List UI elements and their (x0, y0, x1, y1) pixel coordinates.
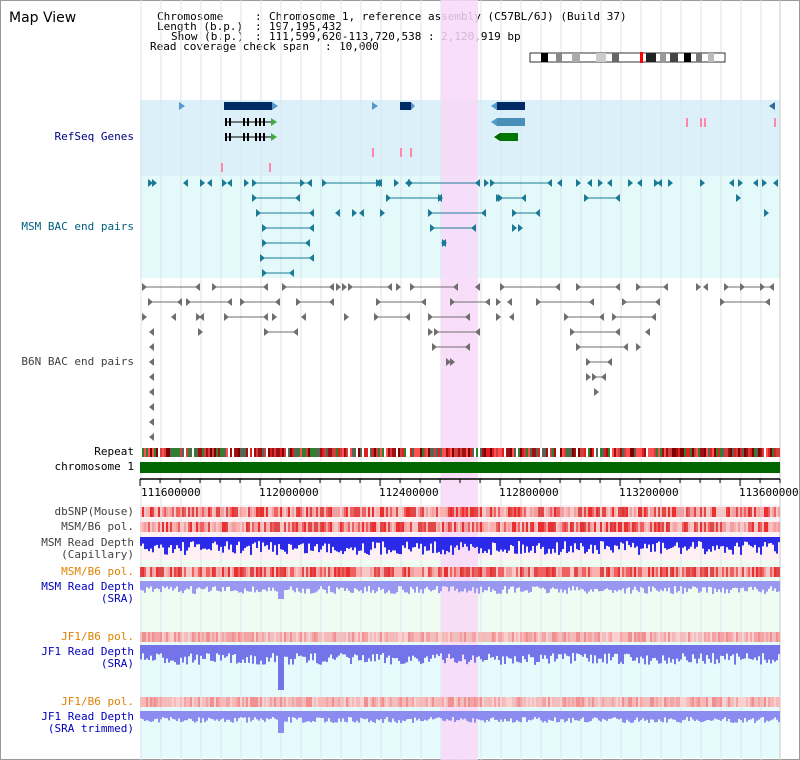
coverage-key: Read coverage check span (150, 40, 309, 53)
track-label-repeat[interactable]: Repeat (94, 445, 134, 458)
length-colon: : (255, 20, 262, 33)
track-label-jf1-depth[interactable]: JF1 Read Depth (SRA) (41, 646, 134, 670)
track-label-line: (Capillary) (61, 548, 134, 561)
refseq-features[interactable] (179, 102, 776, 172)
chromosome-key: Chromosome (157, 10, 224, 23)
track-label-msm-depth-cap[interactable]: MSM Read Depth (Capillary) (41, 537, 134, 561)
length-key: Length (b.p.) (157, 20, 244, 33)
track-label-line: JF1 Read Depth (41, 645, 134, 658)
ruler-tick-label: 112000000 (259, 486, 319, 499)
coverage-value: 10,000 (339, 40, 379, 53)
track-label-b6n-bac[interactable]: B6N BAC end pairs (21, 355, 134, 368)
depth-tracks[interactable] (140, 537, 780, 733)
track-label-line: (SRA) (100, 592, 134, 605)
track-label-jf1-trim[interactable]: JF1 Read Depth (SRA trimmed) (41, 711, 134, 735)
chromosome-colon: : (255, 10, 262, 23)
ruler-tick-label: 112400000 (379, 486, 439, 499)
track-label-line: (SRA) (100, 657, 134, 670)
ruler-tick-label: 112800000 (499, 486, 559, 499)
track-label-line: MSM Read Depth (41, 536, 134, 549)
coverage-colon: : (325, 40, 332, 53)
track-label-dbsnp[interactable]: dbSNP(Mouse) (54, 505, 134, 518)
track-label-msm-b6-pol[interactable]: MSM/B6 pol. (61, 520, 134, 533)
repeat-track[interactable] (140, 448, 780, 457)
ruler: 111600000 112000000 112400000 112800000 … (139, 478, 799, 499)
length-value: 197,195,432 (269, 20, 342, 33)
track-label-jf1-pol[interactable]: JF1/B6 pol. (61, 630, 134, 643)
ruler-tick-label: 111600000 (141, 486, 201, 499)
show-key: Show (b.p.) (171, 30, 244, 43)
chromosome-ideogram[interactable] (529, 52, 726, 63)
track-label-chromosome[interactable]: chromosome 1 (54, 460, 134, 473)
page-title: Map View (9, 10, 77, 26)
track-label-msm-depth-sra[interactable]: MSM Read Depth (SRA) (41, 581, 134, 605)
track-label-line: MSM Read Depth (41, 580, 134, 593)
track-label-line: (SRA trimmed) (47, 722, 134, 735)
chromosome-bar[interactable] (140, 462, 780, 473)
track-label-line: JF1 Read Depth (41, 710, 134, 723)
track-label-msm-bac[interactable]: MSM BAC end pairs (21, 220, 134, 233)
track-label-jf1-pol-2[interactable]: JF1/B6 pol. (61, 695, 134, 708)
b6n-bac-features[interactable] (142, 283, 774, 441)
track-label-refseq[interactable]: RefSeq Genes (54, 130, 134, 143)
track-label-msm-b6-pol-2[interactable]: MSM/B6 pol. (61, 565, 134, 578)
ruler-tick-label: 113600000 (739, 486, 799, 499)
ruler-tick-label: 113200000 (619, 486, 679, 499)
msm-bac-features[interactable] (148, 179, 778, 277)
heat-tracks[interactable] (140, 507, 780, 707)
show-colon: : (255, 30, 262, 43)
